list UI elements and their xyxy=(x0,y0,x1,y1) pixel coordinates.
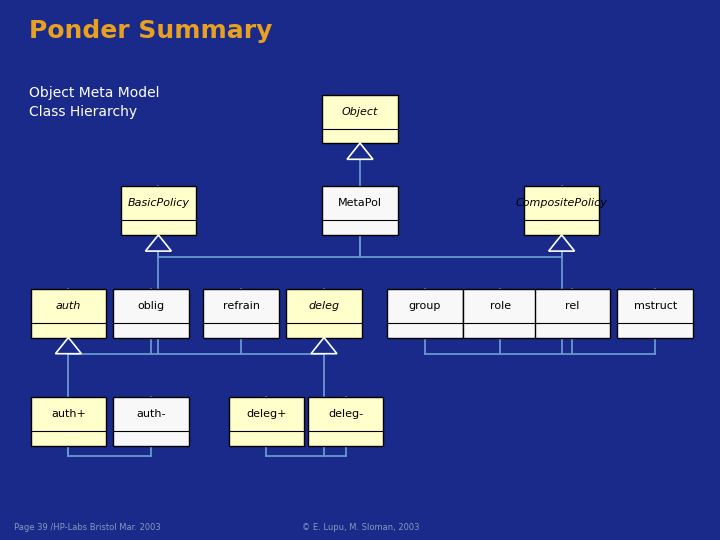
Text: deleg: deleg xyxy=(308,301,340,311)
Bar xyxy=(287,289,362,338)
Text: CompositePolicy: CompositePolicy xyxy=(516,198,608,208)
Bar xyxy=(618,289,693,338)
Text: © E. Lupu, M. Sloman, 2003: © E. Lupu, M. Sloman, 2003 xyxy=(302,523,420,532)
Text: deleg+: deleg+ xyxy=(246,409,287,419)
Polygon shape xyxy=(55,338,81,354)
Bar xyxy=(114,289,189,338)
Text: deleg-: deleg- xyxy=(328,409,363,419)
Text: auth+: auth+ xyxy=(51,409,86,419)
Text: BasicPolicy: BasicPolicy xyxy=(127,198,189,208)
Text: group: group xyxy=(409,301,441,311)
Bar xyxy=(114,397,189,445)
Text: Ponder Summary: Ponder Summary xyxy=(29,19,272,43)
Bar xyxy=(323,94,397,143)
Text: refrain: refrain xyxy=(222,301,260,311)
Bar xyxy=(204,289,279,338)
Bar xyxy=(121,186,196,235)
Text: Object: Object xyxy=(342,106,378,117)
Bar xyxy=(308,397,383,445)
Text: oblig: oblig xyxy=(138,301,165,311)
Text: auth: auth xyxy=(55,301,81,311)
Bar xyxy=(323,186,397,235)
Polygon shape xyxy=(347,143,373,159)
Bar xyxy=(30,397,107,445)
Text: Page 39 /HP-Labs Bristol Mar. 2003: Page 39 /HP-Labs Bristol Mar. 2003 xyxy=(14,523,161,532)
Bar xyxy=(524,186,600,235)
Bar xyxy=(387,289,463,338)
Text: MetaPol: MetaPol xyxy=(338,198,382,208)
Bar xyxy=(30,289,107,338)
Text: auth-: auth- xyxy=(137,409,166,419)
Bar xyxy=(229,397,304,445)
Text: rel: rel xyxy=(565,301,580,311)
Text: Object Meta Model
Class Hierarchy: Object Meta Model Class Hierarchy xyxy=(29,86,159,119)
Polygon shape xyxy=(145,235,171,251)
Polygon shape xyxy=(549,235,575,251)
Bar xyxy=(462,289,538,338)
Text: mstruct: mstruct xyxy=(634,301,677,311)
Bar xyxy=(534,289,611,338)
Polygon shape xyxy=(311,338,337,354)
Text: role: role xyxy=(490,301,511,311)
